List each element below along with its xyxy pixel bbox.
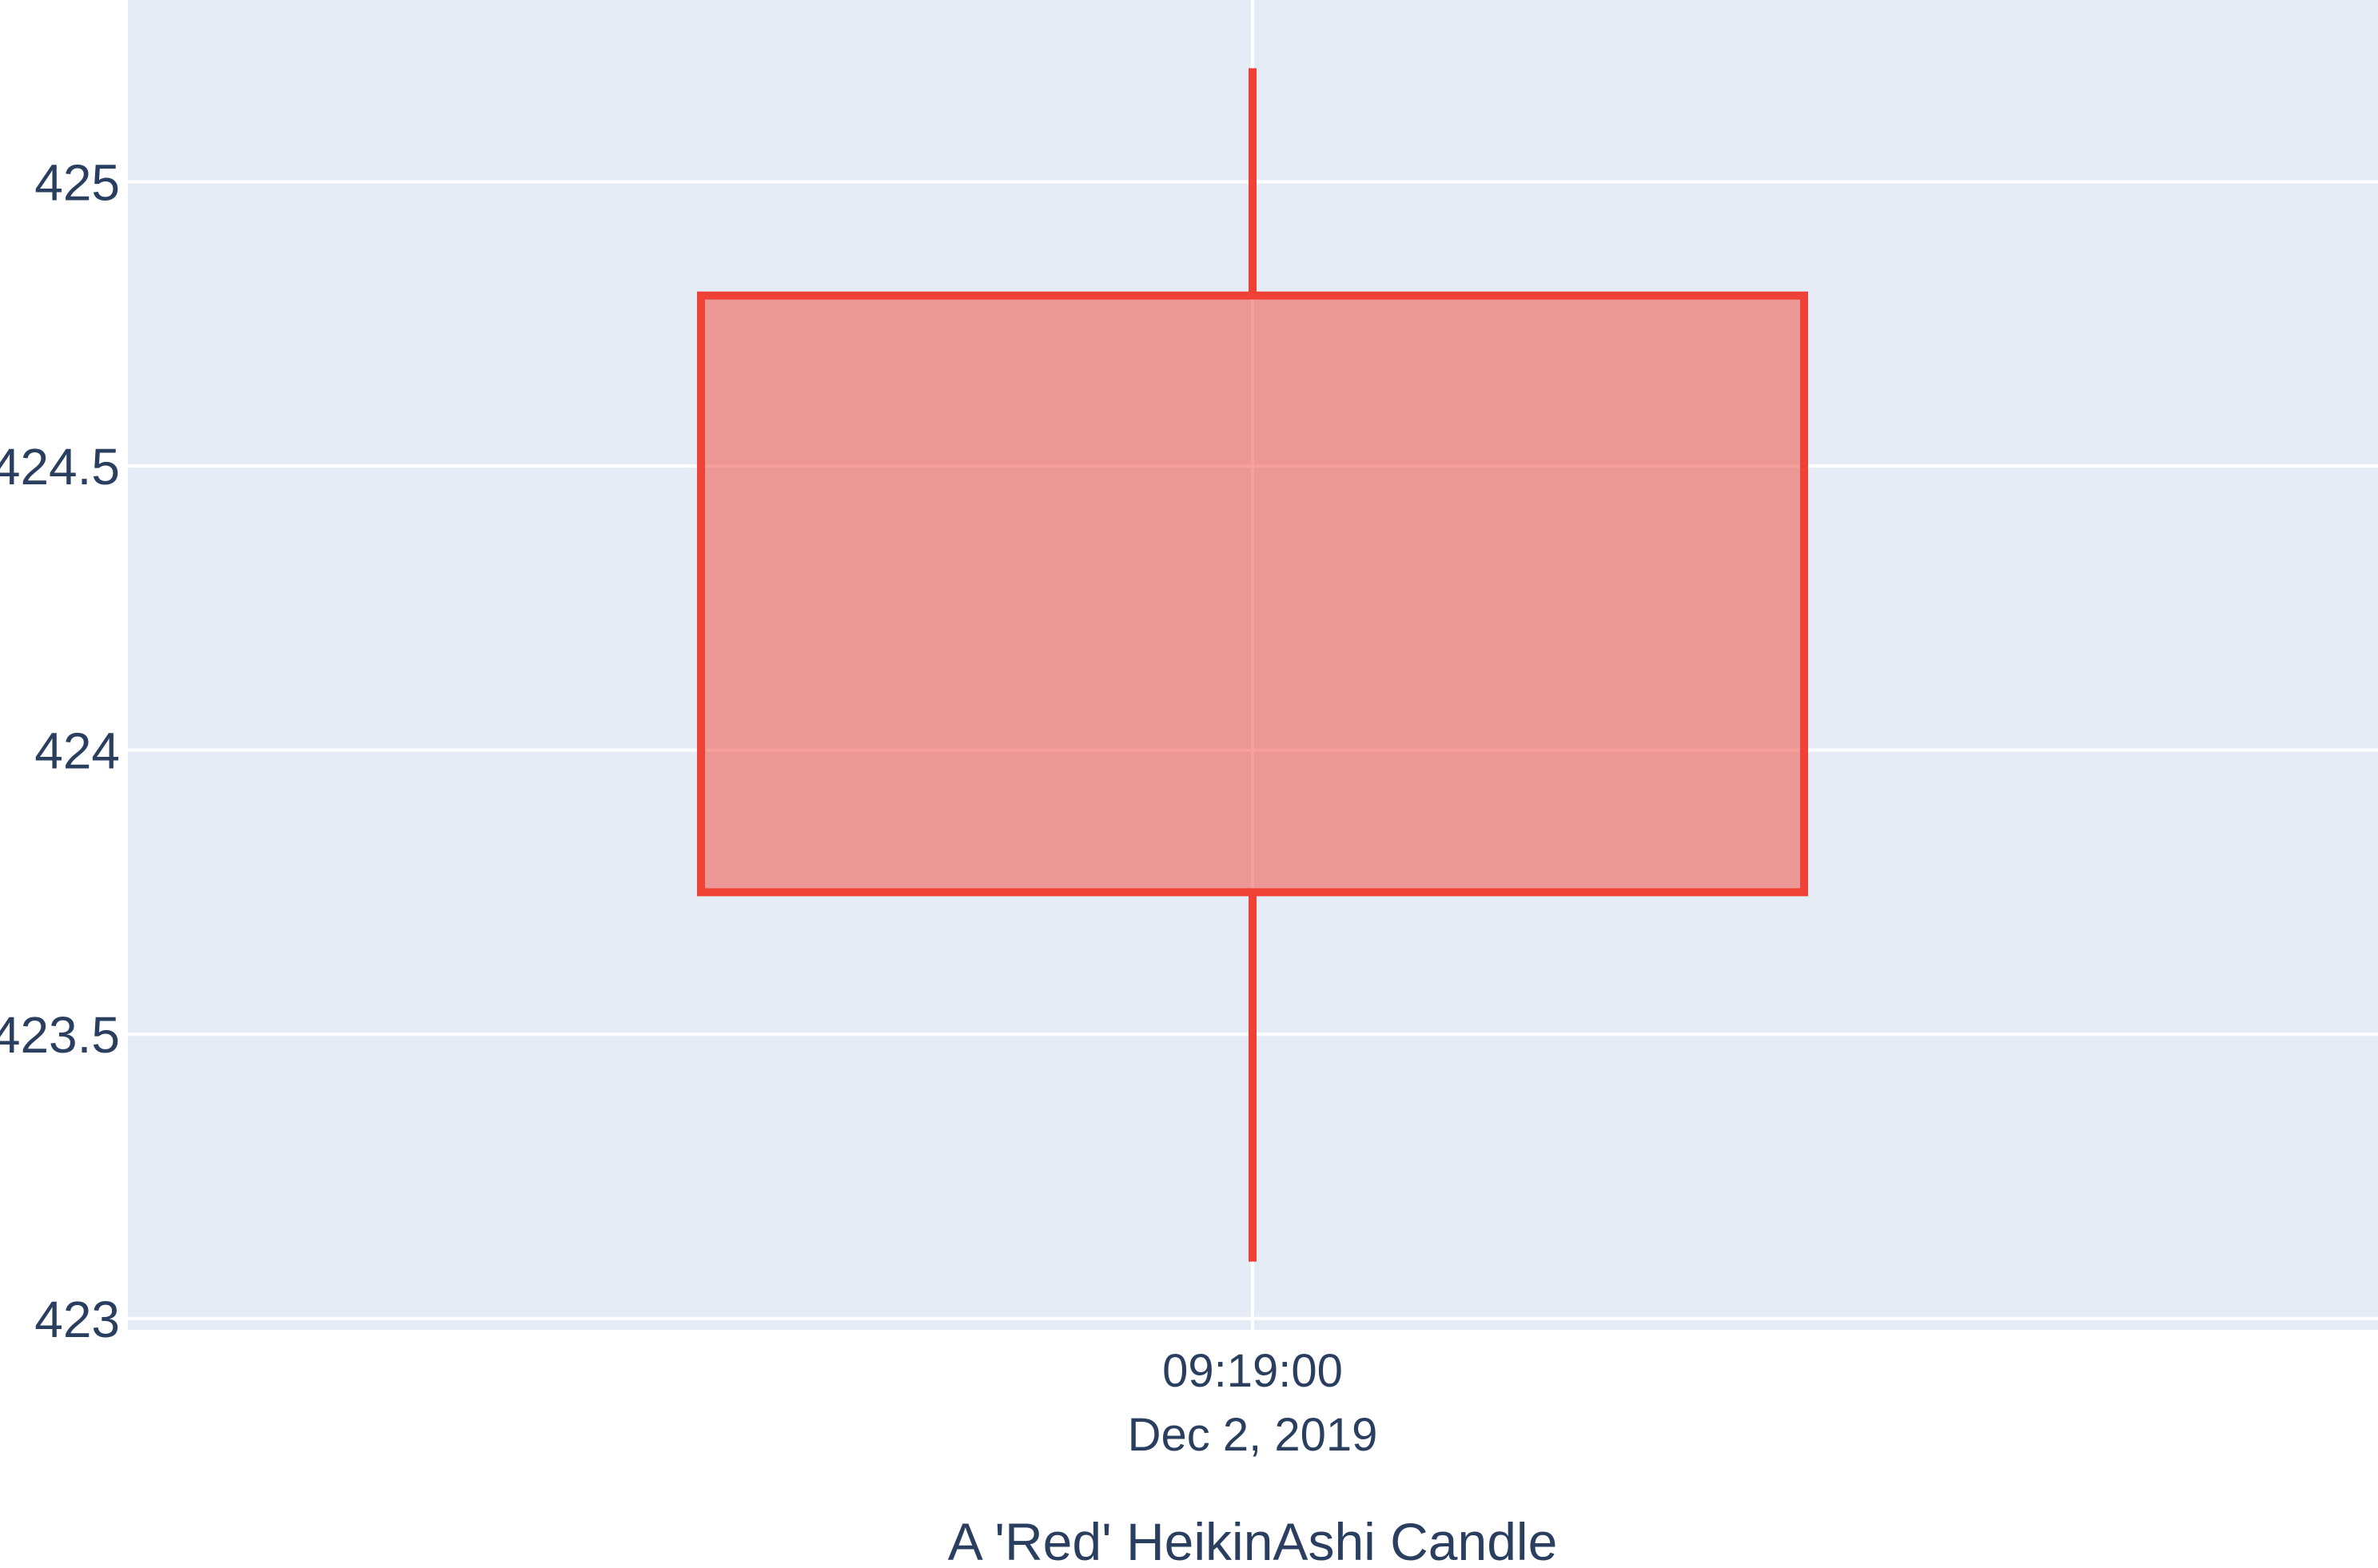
y-tick-label: 425: [34, 154, 120, 212]
y-tick-label: 423.5: [0, 1006, 120, 1064]
x-tick-label-time: 09:19:00: [1162, 1345, 1343, 1397]
y-tick-label: 424.5: [0, 438, 120, 495]
y-tick-label: 423: [34, 1291, 120, 1348]
y-axis-tick-labels: 423 423.5 424 424.5 425: [0, 154, 120, 1348]
x-axis-tick-labels: 09:19:00 Dec 2, 2019: [1128, 1345, 1378, 1461]
y-tick-label: 424: [34, 722, 120, 780]
candles: [697, 68, 1808, 1262]
x-tick-label-date: Dec 2, 2019: [1128, 1409, 1378, 1461]
candle-body: [697, 291, 1808, 897]
x-axis-title: A 'Red' HeikinAshi Candle: [948, 1512, 1558, 1568]
